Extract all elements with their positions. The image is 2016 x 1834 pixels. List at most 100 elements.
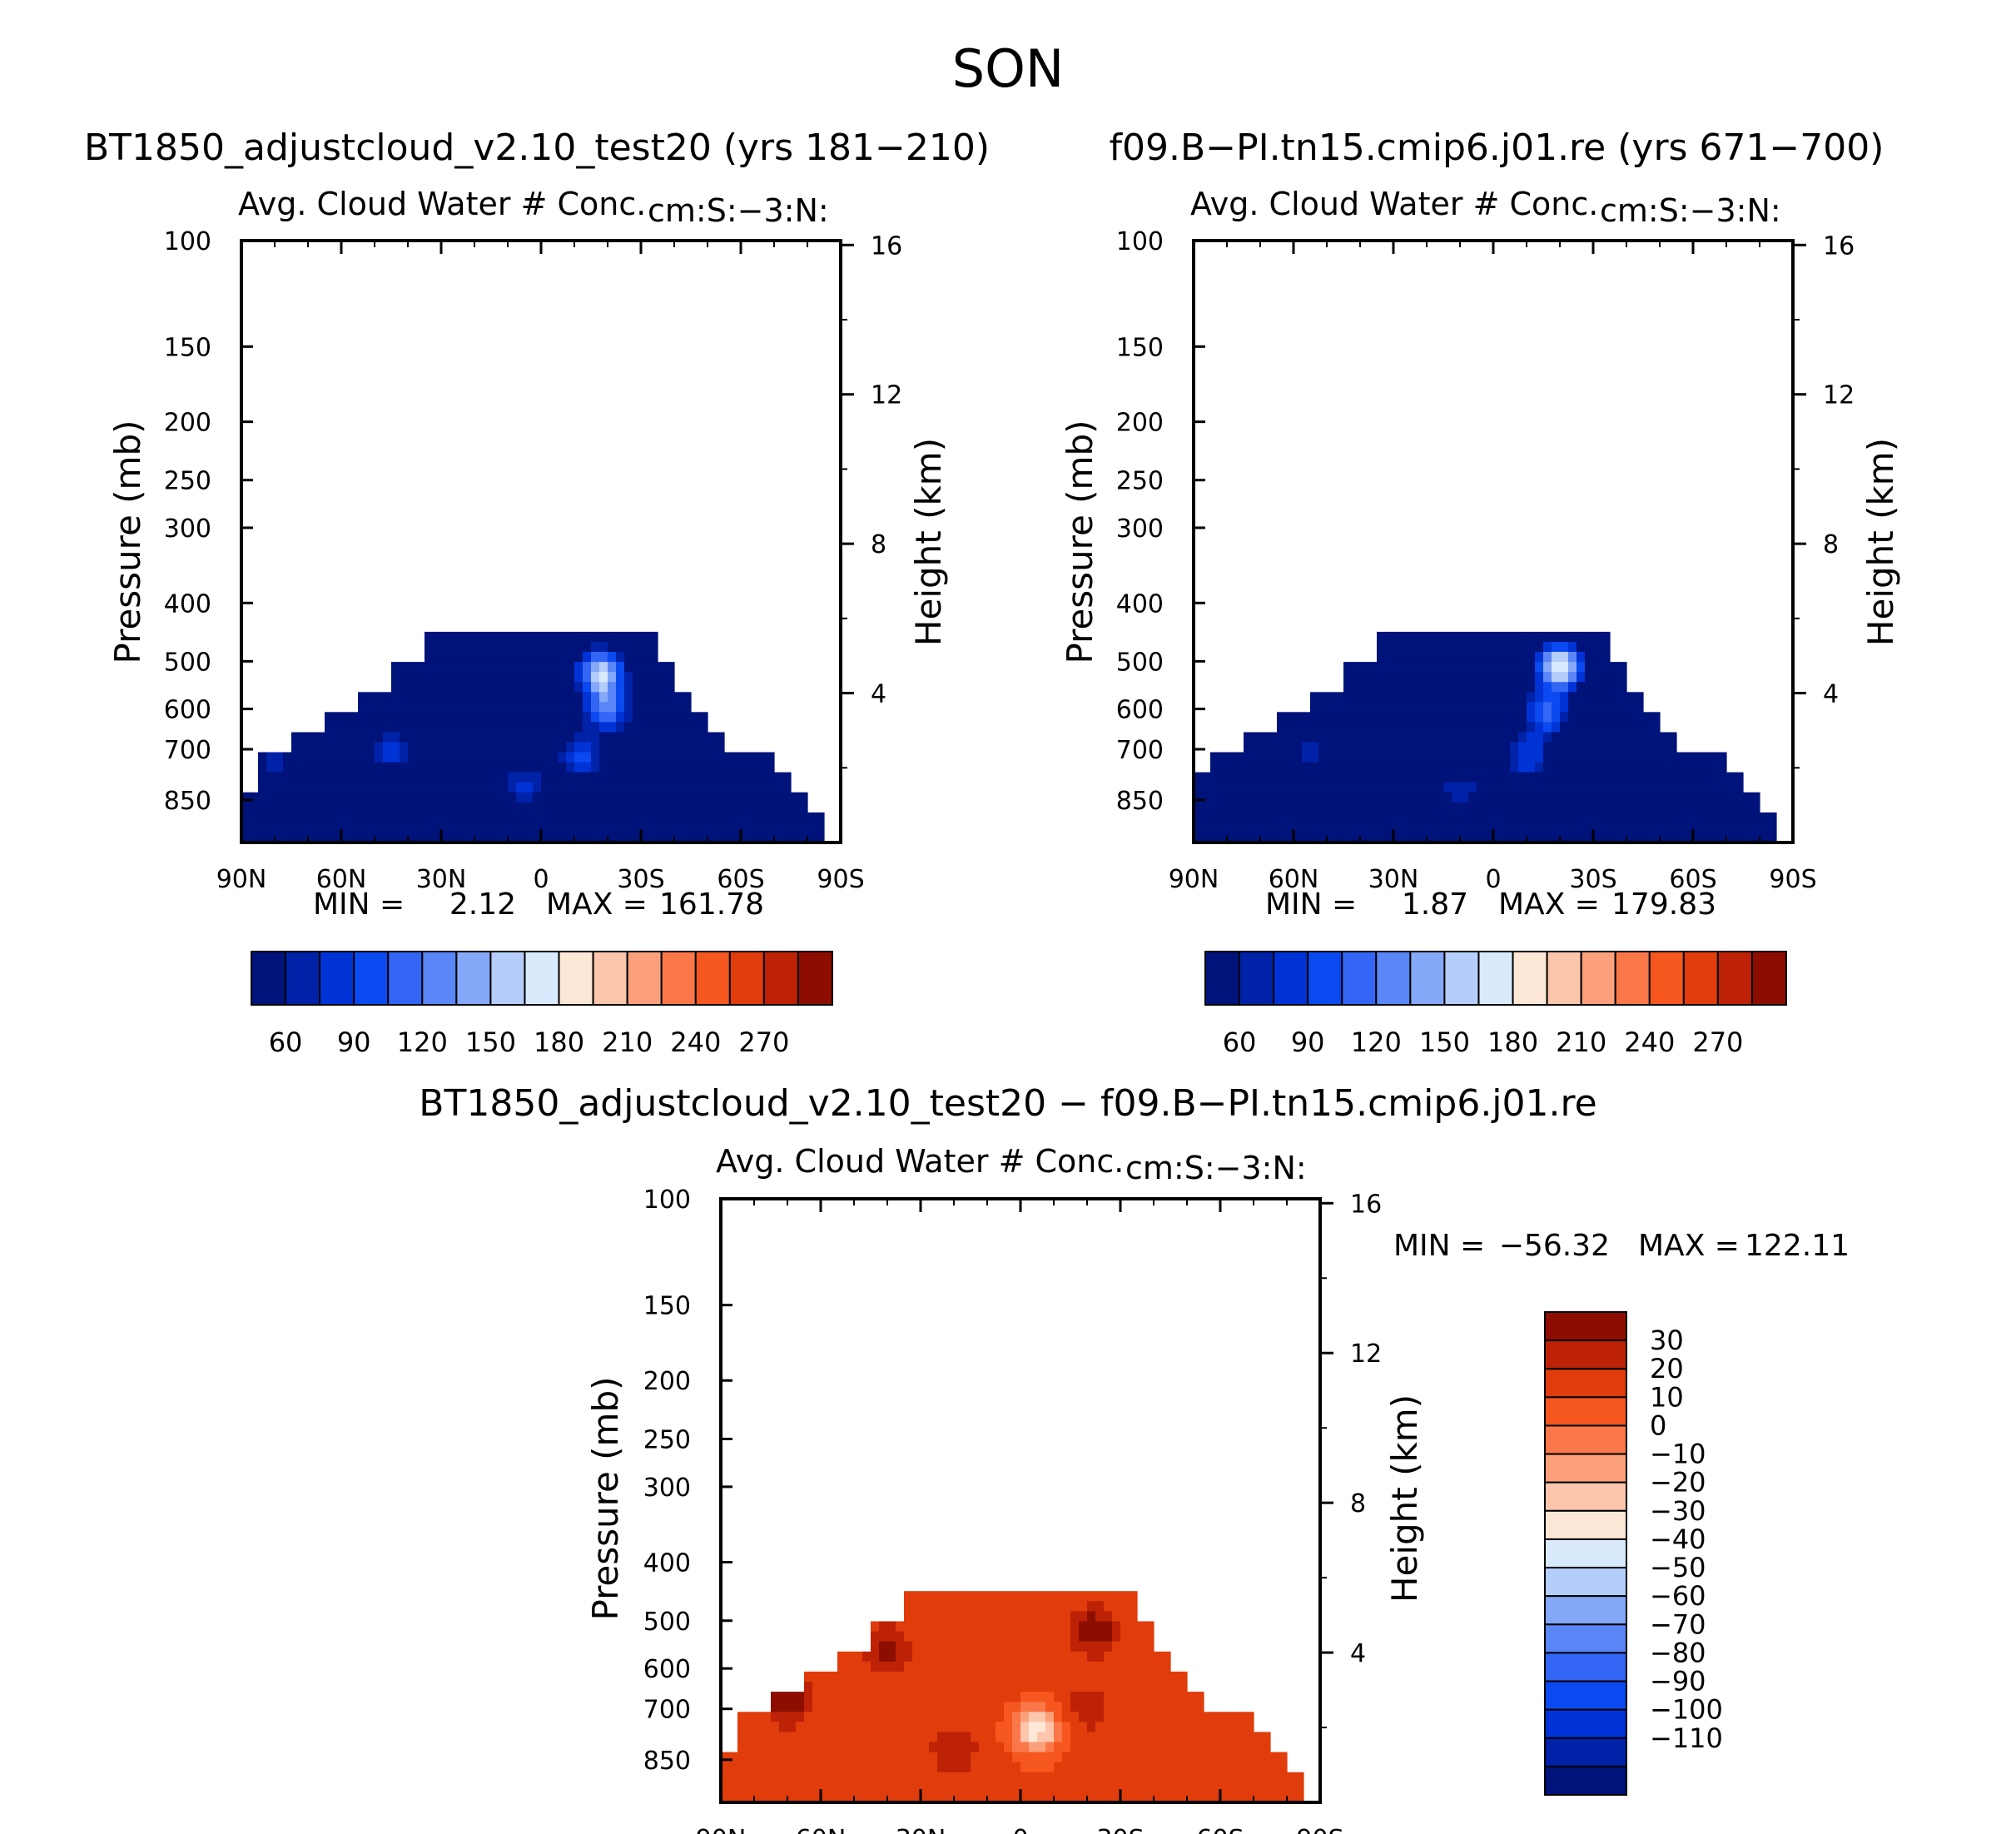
field-cell <box>441 802 450 813</box>
field-cell <box>608 742 617 753</box>
field-cell <box>524 822 534 833</box>
field-cell <box>1095 1671 1105 1682</box>
field-cell <box>316 782 325 793</box>
field-cell <box>987 1722 996 1732</box>
field-cell <box>1252 782 1261 793</box>
field-cell <box>1318 702 1328 713</box>
field-cell <box>1070 1591 1080 1602</box>
field-cell <box>483 732 492 743</box>
field-cell <box>987 1702 996 1712</box>
field-cell <box>741 752 750 763</box>
field-cell <box>1618 692 1627 703</box>
field-cell <box>1070 1722 1080 1732</box>
field-cell <box>1260 802 1269 813</box>
field-cell <box>616 812 625 823</box>
field-cell <box>1062 1722 1071 1732</box>
field-cell <box>608 682 617 693</box>
field-cell <box>558 732 567 743</box>
field-cell <box>1535 631 1544 643</box>
field-cell <box>1452 652 1461 663</box>
field-cell <box>987 1692 996 1702</box>
field-cell <box>616 722 625 733</box>
field-cell <box>1601 722 1611 733</box>
field-cell <box>1402 652 1411 663</box>
field-cell <box>599 722 608 733</box>
field-cell <box>1402 752 1411 763</box>
field-cell <box>1701 752 1711 763</box>
height-tick-label: 4 <box>871 680 886 709</box>
field-cell <box>1237 1712 1246 1722</box>
colorbar-label: 270 <box>738 1026 789 1058</box>
field-cell <box>1443 662 1452 673</box>
field-cell <box>591 682 600 693</box>
field-cell <box>904 1692 913 1702</box>
field-cell <box>1518 712 1527 723</box>
field-cell <box>1145 1692 1154 1702</box>
x-tick-label: 60S <box>1669 865 1716 894</box>
field-cell <box>1343 682 1353 693</box>
field-cell <box>566 682 575 693</box>
field-cell <box>737 1772 747 1783</box>
field-cell <box>699 752 708 763</box>
field-cell <box>1054 1732 1063 1743</box>
field-cell <box>1062 1702 1071 1712</box>
field-cell <box>1660 802 1669 813</box>
field-cell <box>474 822 484 833</box>
field-cell <box>408 692 417 703</box>
field-cell <box>1045 1762 1055 1773</box>
field-cell <box>1560 752 1569 763</box>
field-cell <box>1227 822 1236 833</box>
field-cell <box>1029 1692 1038 1702</box>
field-cell <box>1510 702 1519 713</box>
x-tick-label: 90N <box>216 865 267 894</box>
field-cell <box>1468 742 1477 753</box>
field-cell <box>1054 1762 1063 1773</box>
field-cell <box>1187 1772 1196 1783</box>
x-tick-label: 90S <box>817 865 864 894</box>
field-cell <box>1045 1661 1055 1672</box>
field-cell <box>1260 732 1269 743</box>
field-cell <box>1760 822 1769 833</box>
field-cell <box>491 782 500 793</box>
field-cell <box>466 692 475 703</box>
field-cell <box>1045 1591 1055 1602</box>
field-cell <box>566 772 575 783</box>
field-cell <box>1012 1651 1021 1663</box>
field-cell <box>633 782 642 793</box>
field-cell <box>1726 832 1735 843</box>
field-cell <box>1443 812 1452 823</box>
field-cell <box>1012 1762 1021 1773</box>
field-cell <box>708 802 717 813</box>
field-cell <box>1277 812 1286 823</box>
field-cell <box>746 1732 755 1743</box>
field-cell <box>608 792 617 803</box>
field-cell <box>375 762 384 773</box>
field-cell <box>674 762 683 773</box>
field-cell <box>1029 1641 1038 1653</box>
field-cell <box>308 752 317 763</box>
field-cell <box>1668 802 1677 813</box>
field-cell <box>1585 812 1594 823</box>
field-cell <box>1012 1591 1021 1602</box>
field-cell <box>1460 732 1469 743</box>
field-cell <box>391 762 400 773</box>
field-cell <box>904 1712 913 1722</box>
field-cell <box>275 792 284 803</box>
field-cell <box>1054 1782 1063 1793</box>
field-cell <box>1543 702 1552 713</box>
colorbar-box <box>1544 1538 1627 1569</box>
field-cell <box>1585 722 1594 733</box>
field-cell <box>1502 631 1511 643</box>
field-cell <box>1485 802 1494 813</box>
field-cell <box>837 1762 847 1773</box>
field-cell <box>524 772 534 783</box>
field-cell <box>1204 1772 1213 1783</box>
field-cell <box>879 1792 888 1803</box>
field-cell <box>1212 1712 1221 1722</box>
field-cell <box>1577 822 1586 833</box>
field-cell <box>524 722 534 733</box>
field-cell <box>674 812 683 823</box>
field-cell <box>291 742 300 753</box>
field-cell <box>1343 692 1353 703</box>
field-cell <box>383 692 392 703</box>
